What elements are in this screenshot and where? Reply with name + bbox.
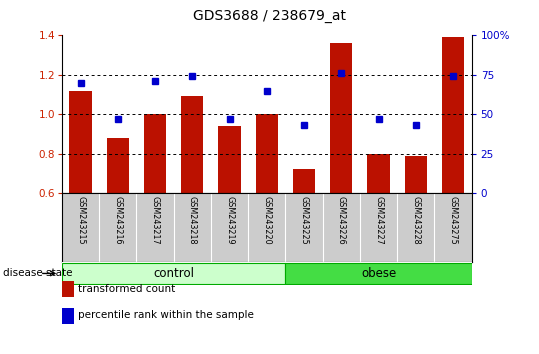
Bar bbox=[62, 263, 286, 284]
Text: GSM243227: GSM243227 bbox=[374, 196, 383, 245]
Text: GSM243215: GSM243215 bbox=[76, 196, 85, 245]
Text: GSM243218: GSM243218 bbox=[188, 196, 197, 245]
Text: GSM243228: GSM243228 bbox=[411, 196, 420, 245]
Text: GSM243225: GSM243225 bbox=[300, 196, 308, 245]
Text: GSM243226: GSM243226 bbox=[337, 196, 346, 245]
Bar bbox=[405, 155, 427, 193]
Text: GSM243275: GSM243275 bbox=[448, 196, 458, 245]
Bar bbox=[107, 138, 129, 193]
Text: GSM243220: GSM243220 bbox=[262, 196, 271, 245]
Bar bbox=[255, 114, 278, 193]
Text: GSM243217: GSM243217 bbox=[150, 196, 160, 245]
Bar bbox=[330, 43, 353, 193]
Text: percentile rank within the sample: percentile rank within the sample bbox=[78, 310, 254, 320]
Text: obese: obese bbox=[361, 267, 396, 280]
Bar bbox=[218, 126, 241, 193]
Bar bbox=[181, 96, 204, 193]
Bar bbox=[144, 114, 166, 193]
Text: GSM243219: GSM243219 bbox=[225, 196, 234, 245]
Bar bbox=[293, 169, 315, 193]
Text: GSM243216: GSM243216 bbox=[113, 196, 122, 245]
Text: disease state: disease state bbox=[3, 268, 72, 279]
Bar bbox=[286, 263, 472, 284]
Bar bbox=[70, 91, 92, 193]
Text: control: control bbox=[153, 267, 194, 280]
Bar bbox=[442, 38, 464, 193]
Bar bbox=[368, 154, 390, 193]
Text: GDS3688 / 238679_at: GDS3688 / 238679_at bbox=[193, 9, 346, 23]
Text: transformed count: transformed count bbox=[78, 284, 175, 293]
